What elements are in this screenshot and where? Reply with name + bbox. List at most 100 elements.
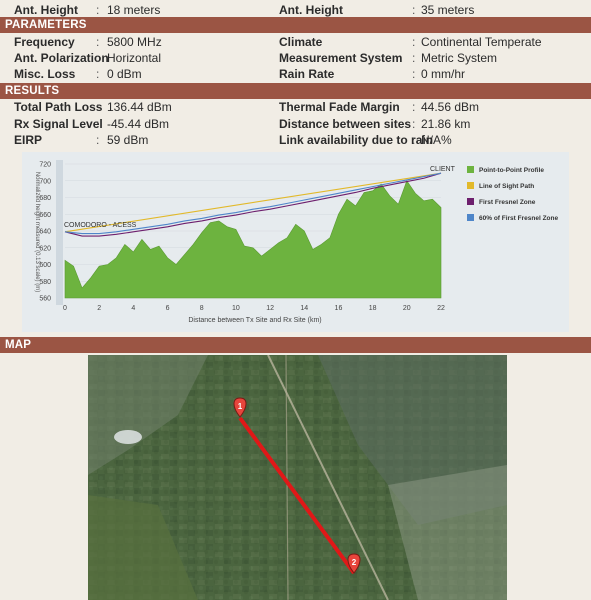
colon: : — [96, 67, 100, 81]
chart-legend: Point-to-Point Profile Line of Sight Path… — [467, 166, 558, 222]
colon: : — [412, 67, 416, 81]
end-site-label: CLIENT — [430, 166, 456, 173]
legend-label: Point-to-Point Profile — [479, 167, 544, 174]
site-marker-2-label: 2 — [352, 558, 357, 567]
map-cloud — [114, 430, 142, 444]
results-row: Rx Signal Level : -45.44 dBm Distance be… — [0, 116, 591, 132]
total-path-loss-label: Total Path Loss — [14, 100, 103, 114]
climate-value: Continental Temperate — [421, 35, 542, 49]
y-tick-label: 660 — [39, 212, 51, 219]
colon: : — [412, 35, 416, 49]
colon: : — [96, 3, 100, 17]
x-tick-label: 18 — [369, 305, 377, 312]
distance-between-sites-label: Distance between sites — [279, 117, 412, 131]
map-canvas[interactable]: 1 2 — [88, 355, 507, 600]
antenna-height-label-right: Ant. Height — [279, 3, 343, 17]
legend-swatch — [467, 182, 474, 189]
frequency-label: Frequency — [14, 35, 75, 49]
polarization-label: Ant. Polarization — [14, 51, 109, 65]
thermal-fade-margin-label: Thermal Fade Margin — [279, 100, 400, 114]
legend-swatch — [467, 214, 474, 221]
climate-label: Climate — [279, 35, 323, 49]
x-tick-label: 0 — [63, 305, 67, 312]
rx-signal-level-value: -45.44 dBm — [107, 117, 170, 131]
legend-swatch — [467, 198, 474, 205]
y-tick-label: 700 — [39, 178, 51, 185]
rx-signal-level-label: Rx Signal Level — [14, 117, 103, 131]
polarization-value: Horizontal — [107, 51, 162, 65]
y-tick-label: 580 — [39, 279, 51, 286]
site-marker-1[interactable]: 1 — [233, 397, 247, 418]
parameters-row: Misc. Loss : 0 dBm Rain Rate : 0 mm/hr — [0, 66, 591, 82]
antenna-height-value-right: 35 meters — [421, 3, 475, 17]
x-tick-label: 22 — [437, 305, 445, 312]
x-tick-label: 16 — [335, 305, 343, 312]
map-road — [285, 355, 289, 600]
map-urban-area — [88, 355, 208, 475]
map-header: MAP — [0, 337, 591, 353]
misc-loss-label: Misc. Loss — [14, 67, 76, 81]
parameters-row: Ant. Polarization : Horizontal Measureme… — [0, 50, 591, 66]
antenna-height-row: Ant. Height : 18 meters Ant. Height : 35… — [0, 2, 591, 18]
y-tick-label: 720 — [39, 162, 51, 169]
map-road — [267, 355, 389, 600]
results-row: EIRP : 59 dBm Link availability due to r… — [0, 132, 591, 148]
y-tick-label: 680 — [39, 195, 51, 202]
colon: : — [412, 51, 416, 65]
x-tick-label: 4 — [131, 305, 135, 312]
site-marker-2[interactable]: 2 — [347, 553, 361, 574]
colon: : — [96, 35, 100, 49]
colon: : — [412, 3, 416, 17]
colon: : — [412, 100, 416, 114]
colon: : — [412, 133, 416, 147]
line-of-sight-line — [64, 172, 442, 233]
y-axis-label: Normalized height measured (0.13 scale) … — [34, 172, 40, 292]
colon: : — [96, 133, 100, 147]
x-axis-label: Distance between Tx Site and Rx Site (km… — [188, 317, 321, 324]
colon: : — [412, 117, 416, 131]
legend-label: 60% of First Fresnel Zone — [479, 215, 558, 222]
eirp-value: 59 dBm — [107, 133, 149, 147]
path-lines — [64, 172, 442, 237]
x-tick-label: 12 — [266, 305, 274, 312]
x-tick-label: 2 — [97, 305, 101, 312]
x-tick-label: 8 — [200, 305, 204, 312]
antenna-height-label-left: Ant. Height — [14, 3, 78, 17]
thermal-fade-margin-value: 44.56 dBm — [421, 100, 480, 114]
colon: : — [96, 117, 100, 131]
misc-loss-value: 0 dBm — [107, 67, 142, 81]
map-farmland — [88, 495, 198, 600]
x-tick-labels: 0 2 4 6 8 10 12 14 16 18 20 22 — [63, 305, 445, 312]
x-tick-label: 10 — [232, 305, 240, 312]
frequency-value: 5800 MHz — [107, 35, 162, 49]
distance-between-sites-value: 21.86 km — [421, 117, 471, 131]
fresnel-60-line — [64, 172, 442, 235]
y-tick-labels: 720 700 680 660 640 620 600 580 560 — [39, 162, 51, 303]
x-tick-label: 20 — [403, 305, 411, 312]
total-path-loss-value: 136.44 dBm — [107, 100, 172, 114]
path-profile-chart: 720 700 680 660 640 620 600 580 560 0 2 4 6 8 10 12 14 1… — [22, 152, 569, 332]
link-availability-label: Link availability due to rain — [279, 133, 434, 147]
eirp-label: EIRP — [14, 133, 43, 147]
legend-label: Line of Sight Path — [479, 183, 534, 190]
x-tick-label: 14 — [300, 305, 308, 312]
terrain-profile — [64, 180, 442, 299]
y-tick-label: 640 — [39, 229, 51, 236]
first-fresnel-line — [64, 172, 442, 237]
satellite-map[interactable]: 1 2 — [88, 355, 507, 600]
link-availability-value: N/A% — [421, 133, 452, 147]
chart-canvas: 720 700 680 660 640 620 600 580 560 0 2 4 6 8 10 12 14 1… — [22, 152, 569, 332]
x-tick-label: 6 — [166, 305, 170, 312]
start-site-label: COMODORO - ACESS — [64, 222, 137, 229]
rain-rate-value: 0 mm/hr — [421, 67, 466, 81]
parameters-row: Frequency : 5800 MHz Climate : Continent… — [0, 34, 591, 50]
y-tick-label: 560 — [39, 296, 51, 303]
colon: : — [96, 100, 100, 114]
measurement-system-label: Measurement System — [279, 51, 403, 65]
site-marker-1-label: 1 — [238, 402, 243, 411]
chart-left-strip — [56, 160, 63, 305]
map-clearing — [388, 465, 507, 600]
measurement-system-value: Metric System — [421, 51, 498, 65]
legend-swatch — [467, 166, 474, 173]
colon: : — [96, 51, 100, 65]
